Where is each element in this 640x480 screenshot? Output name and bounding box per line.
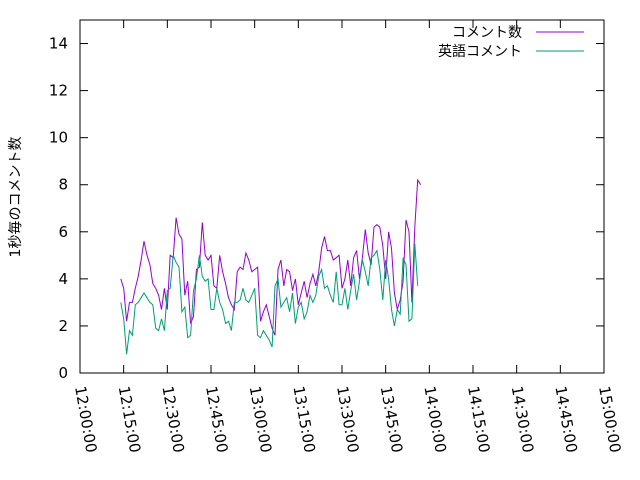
legend-label: コメント数 [452,25,522,41]
y-tick-label: 14 [49,35,68,53]
y-axis: 0 2 4 6 8 10 12 14 [49,35,604,382]
y-tick-label: 4 [58,270,68,288]
y-tick-label: 6 [58,223,68,241]
plot-lines [120,178,422,355]
y-tick-label: 2 [58,317,68,335]
y-tick-label: 12 [49,82,68,100]
legend-label: 英語コメント [438,43,522,60]
series-line-2 [120,243,419,355]
y-tick-label: 10 [49,129,68,147]
y-tick-label: 0 [58,364,68,382]
y-tick-label: 8 [58,176,68,194]
y-axis-label: 1秒毎のコメント数 [8,137,24,258]
